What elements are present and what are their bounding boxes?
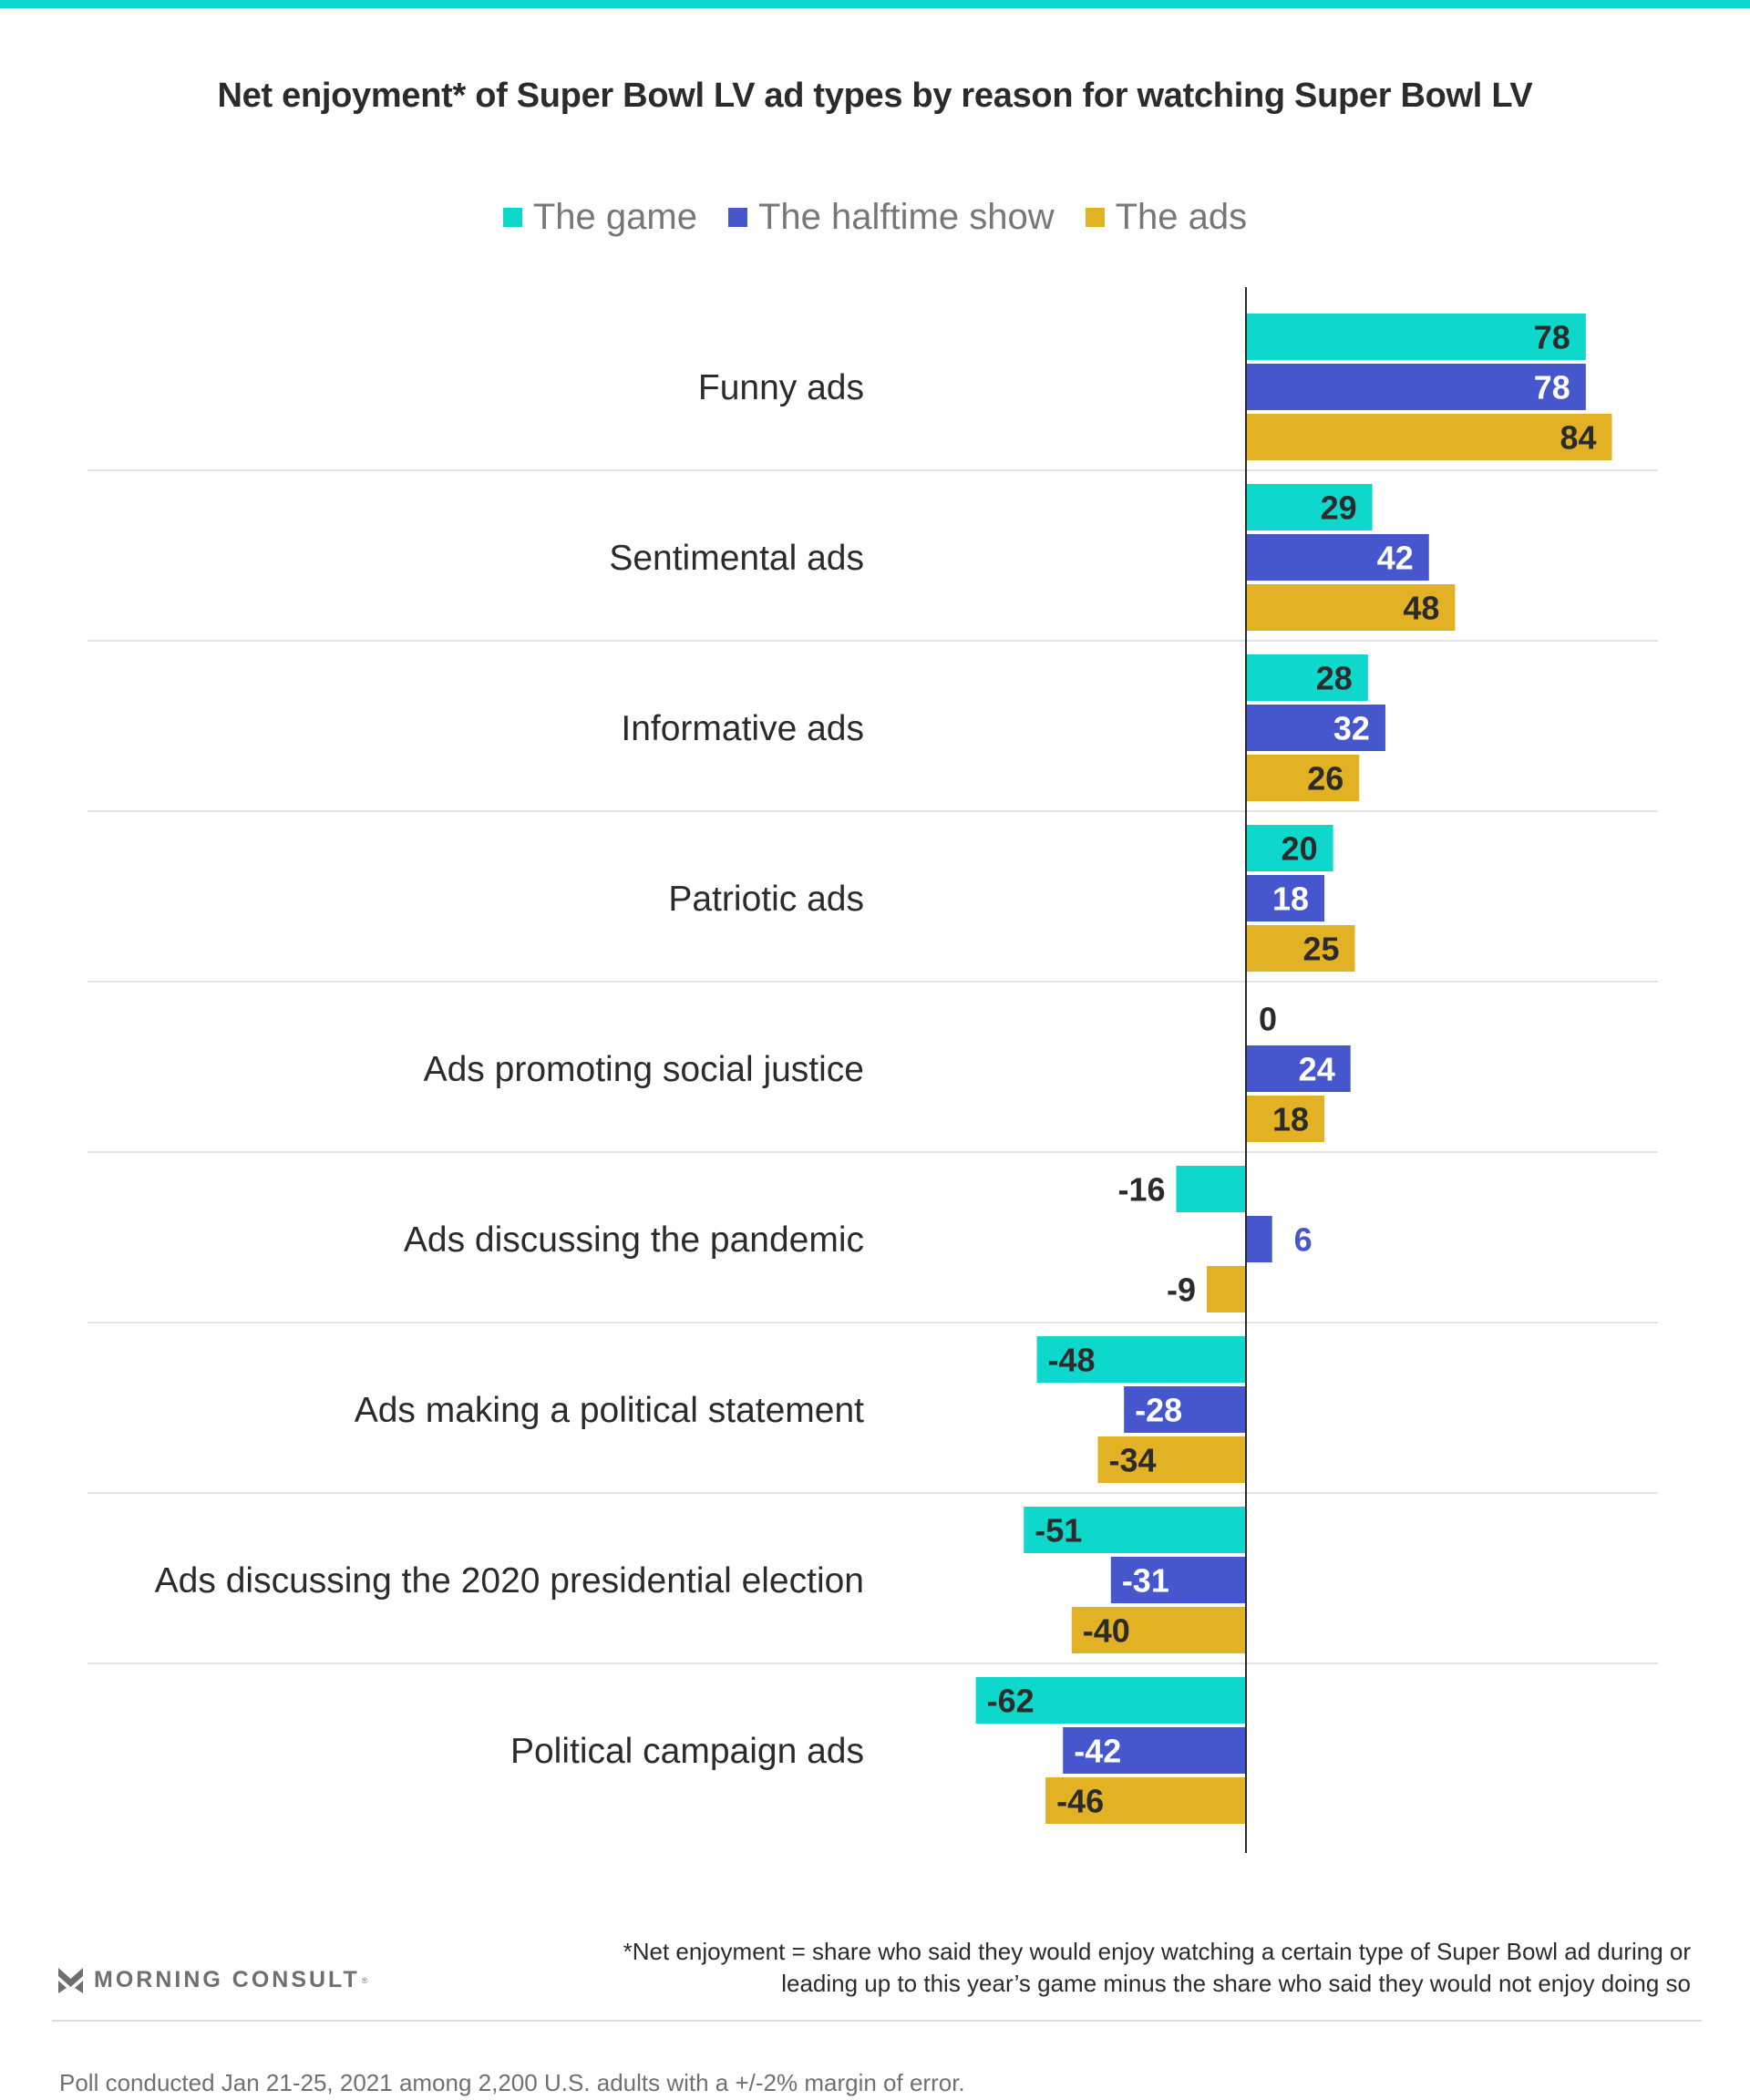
value-label-the-game-political-campaign-ads: -62 <box>987 1683 1035 1720</box>
bar-the-ads-ads-discussing-the-pandemic <box>1206 1266 1246 1312</box>
value-label-the-ads-ads-making-a-political-statement: -34 <box>1108 1442 1156 1479</box>
footer-divider <box>52 2020 1702 2022</box>
bar-the-ads-ads-discussing-the-2020-presidential-election <box>1071 1607 1246 1653</box>
category-label-sentimental-ads: Sentimental ads <box>609 539 864 578</box>
value-label-the-halftime-show-funny-ads: 78 <box>1534 369 1570 407</box>
value-label-the-game-ads-discussing-the-pandemic: -16 <box>1117 1171 1165 1209</box>
footnote-line-1: *Net enjoyment = share who said they wou… <box>623 1938 1691 1965</box>
bar-the-game-funny-ads <box>1246 314 1586 360</box>
category-label-patriotic-ads: Patriotic ads <box>668 880 864 919</box>
category-label-political-campaign-ads: Political campaign ads <box>510 1732 864 1771</box>
value-label-the-ads-funny-ads: 84 <box>1560 419 1596 457</box>
value-label-the-ads-ads-promoting-social-justice: 18 <box>1272 1101 1309 1138</box>
legend: The game The halftime show The ads <box>0 197 1750 238</box>
value-label-the-game-funny-ads: 78 <box>1534 319 1570 356</box>
value-label-the-ads-informative-ads: 26 <box>1307 760 1343 798</box>
legend-label-ads: The ads <box>1115 197 1248 237</box>
value-label-the-halftime-show-informative-ads: 32 <box>1333 710 1370 747</box>
value-label-the-halftime-show-political-campaign-ads: -42 <box>1074 1733 1121 1770</box>
registered-mark: ® <box>361 1975 368 1985</box>
legend-item-game: The game <box>502 197 697 238</box>
value-label-the-halftime-show-ads-discussing-the-2020-presidential-election: -31 <box>1122 1562 1169 1600</box>
logo-text: MORNING CONSULT <box>94 1967 360 1992</box>
bar-the-game-ads-making-a-political-statement <box>1036 1336 1246 1383</box>
bar-the-ads-ads-making-a-political-statement <box>1097 1436 1246 1483</box>
bar-the-ads-funny-ads <box>1246 414 1612 460</box>
value-label-the-halftime-show-ads-discussing-the-pandemic: 6 <box>1294 1221 1312 1259</box>
bar-the-halftime-show-informative-ads <box>1246 705 1385 751</box>
morning-consult-logo: MORNING CONSULT ® <box>58 1967 367 1993</box>
category-label-funny-ads: Funny ads <box>698 368 864 407</box>
bar-the-halftime-show-ads-making-a-political-statement <box>1124 1386 1246 1433</box>
bar-the-halftime-show-funny-ads <box>1246 364 1586 410</box>
morning-consult-chevron-icon <box>58 1967 83 1993</box>
footnote-line-2: leading up to this year’s game minus the… <box>781 1970 1691 1997</box>
bar-the-ads-ads-promoting-social-justice <box>1246 1096 1325 1142</box>
legend-swatch-halftime <box>727 208 747 227</box>
value-label-the-ads-ads-discussing-the-pandemic: -9 <box>1167 1271 1196 1309</box>
value-label-the-game-ads-making-a-political-statement: -48 <box>1048 1342 1096 1379</box>
bar-the-ads-informative-ads <box>1246 755 1360 801</box>
bar-the-halftime-show-ads-promoting-social-justice <box>1246 1045 1351 1092</box>
value-label-the-ads-political-campaign-ads: -46 <box>1056 1783 1104 1820</box>
bar-the-halftime-show-political-campaign-ads <box>1063 1727 1246 1774</box>
poll-methodology-note: Poll conducted Jan 21-25, 2021 among 2,2… <box>59 2069 965 2096</box>
category-label-ads-making-a-political-statement: Ads making a political statement <box>355 1391 864 1430</box>
bar-the-halftime-show-ads-discussing-the-pandemic <box>1246 1216 1272 1262</box>
top-accent-bar <box>0 0 1750 8</box>
legend-item-ads: The ads <box>1085 197 1248 238</box>
value-label-the-halftime-show-ads-making-a-political-statement: -28 <box>1135 1392 1182 1429</box>
bar-the-game-political-campaign-ads <box>975 1677 1246 1724</box>
bar-the-ads-patriotic-ads <box>1246 925 1355 972</box>
bar-the-game-sentimental-ads <box>1246 484 1373 530</box>
chart-title: Net enjoyment* of Super Bowl LV ad types… <box>217 77 1533 115</box>
bar-the-game-informative-ads <box>1246 654 1368 701</box>
value-label-the-game-ads-promoting-social-justice: 0 <box>1259 1001 1277 1038</box>
bar-the-ads-political-campaign-ads <box>1045 1777 1246 1824</box>
value-label-the-ads-sentimental-ads: 48 <box>1403 590 1439 627</box>
category-label-ads-promoting-social-justice: Ads promoting social justice <box>424 1050 864 1089</box>
value-label-the-ads-patriotic-ads: 25 <box>1302 931 1339 968</box>
legend-swatch-ads <box>1085 208 1105 227</box>
value-label-the-ads-ads-discussing-the-2020-presidential-election: -40 <box>1083 1612 1130 1650</box>
legend-label-game: The game <box>532 197 697 237</box>
bar-the-game-ads-discussing-the-pandemic <box>1176 1166 1246 1212</box>
value-label-the-game-sentimental-ads: 29 <box>1321 489 1357 527</box>
footnote: *Net enjoyment = share who said they wou… <box>506 1936 1691 2000</box>
legend-label-halftime: The halftime show <box>757 197 1055 237</box>
bar-the-halftime-show-sentimental-ads <box>1246 534 1429 581</box>
bar-the-game-ads-discussing-the-2020-presidential-election <box>1024 1507 1246 1553</box>
value-label-the-halftime-show-patriotic-ads: 18 <box>1272 880 1309 918</box>
value-label-the-game-patriotic-ads: 20 <box>1282 830 1318 868</box>
value-label-the-game-informative-ads: 28 <box>1316 660 1353 697</box>
category-label-informative-ads: Informative ads <box>621 709 864 748</box>
category-label-ads-discussing-the-2020-presidential-election: Ads discussing the 2020 presidential ele… <box>155 1561 864 1601</box>
value-label-the-game-ads-discussing-the-2020-presidential-election: -51 <box>1035 1512 1082 1549</box>
bar-the-game-patriotic-ads <box>1246 825 1333 871</box>
bar-chart: Funny ads 78 78 84 Sentimental ads 29 42 48 Info… <box>88 287 1658 1853</box>
bar-the-halftime-show-ads-discussing-the-2020-presidential-election <box>1110 1557 1246 1603</box>
legend-swatch-game <box>502 208 522 227</box>
value-label-the-halftime-show-ads-promoting-social-justice: 24 <box>1299 1051 1335 1088</box>
value-label-the-halftime-show-sentimental-ads: 42 <box>1377 540 1414 577</box>
legend-item-halftime: The halftime show <box>727 197 1055 238</box>
bar-the-halftime-show-patriotic-ads <box>1246 875 1325 921</box>
category-label-ads-discussing-the-pandemic: Ads discussing the pandemic <box>404 1220 864 1260</box>
bar-the-ads-sentimental-ads <box>1246 584 1456 631</box>
